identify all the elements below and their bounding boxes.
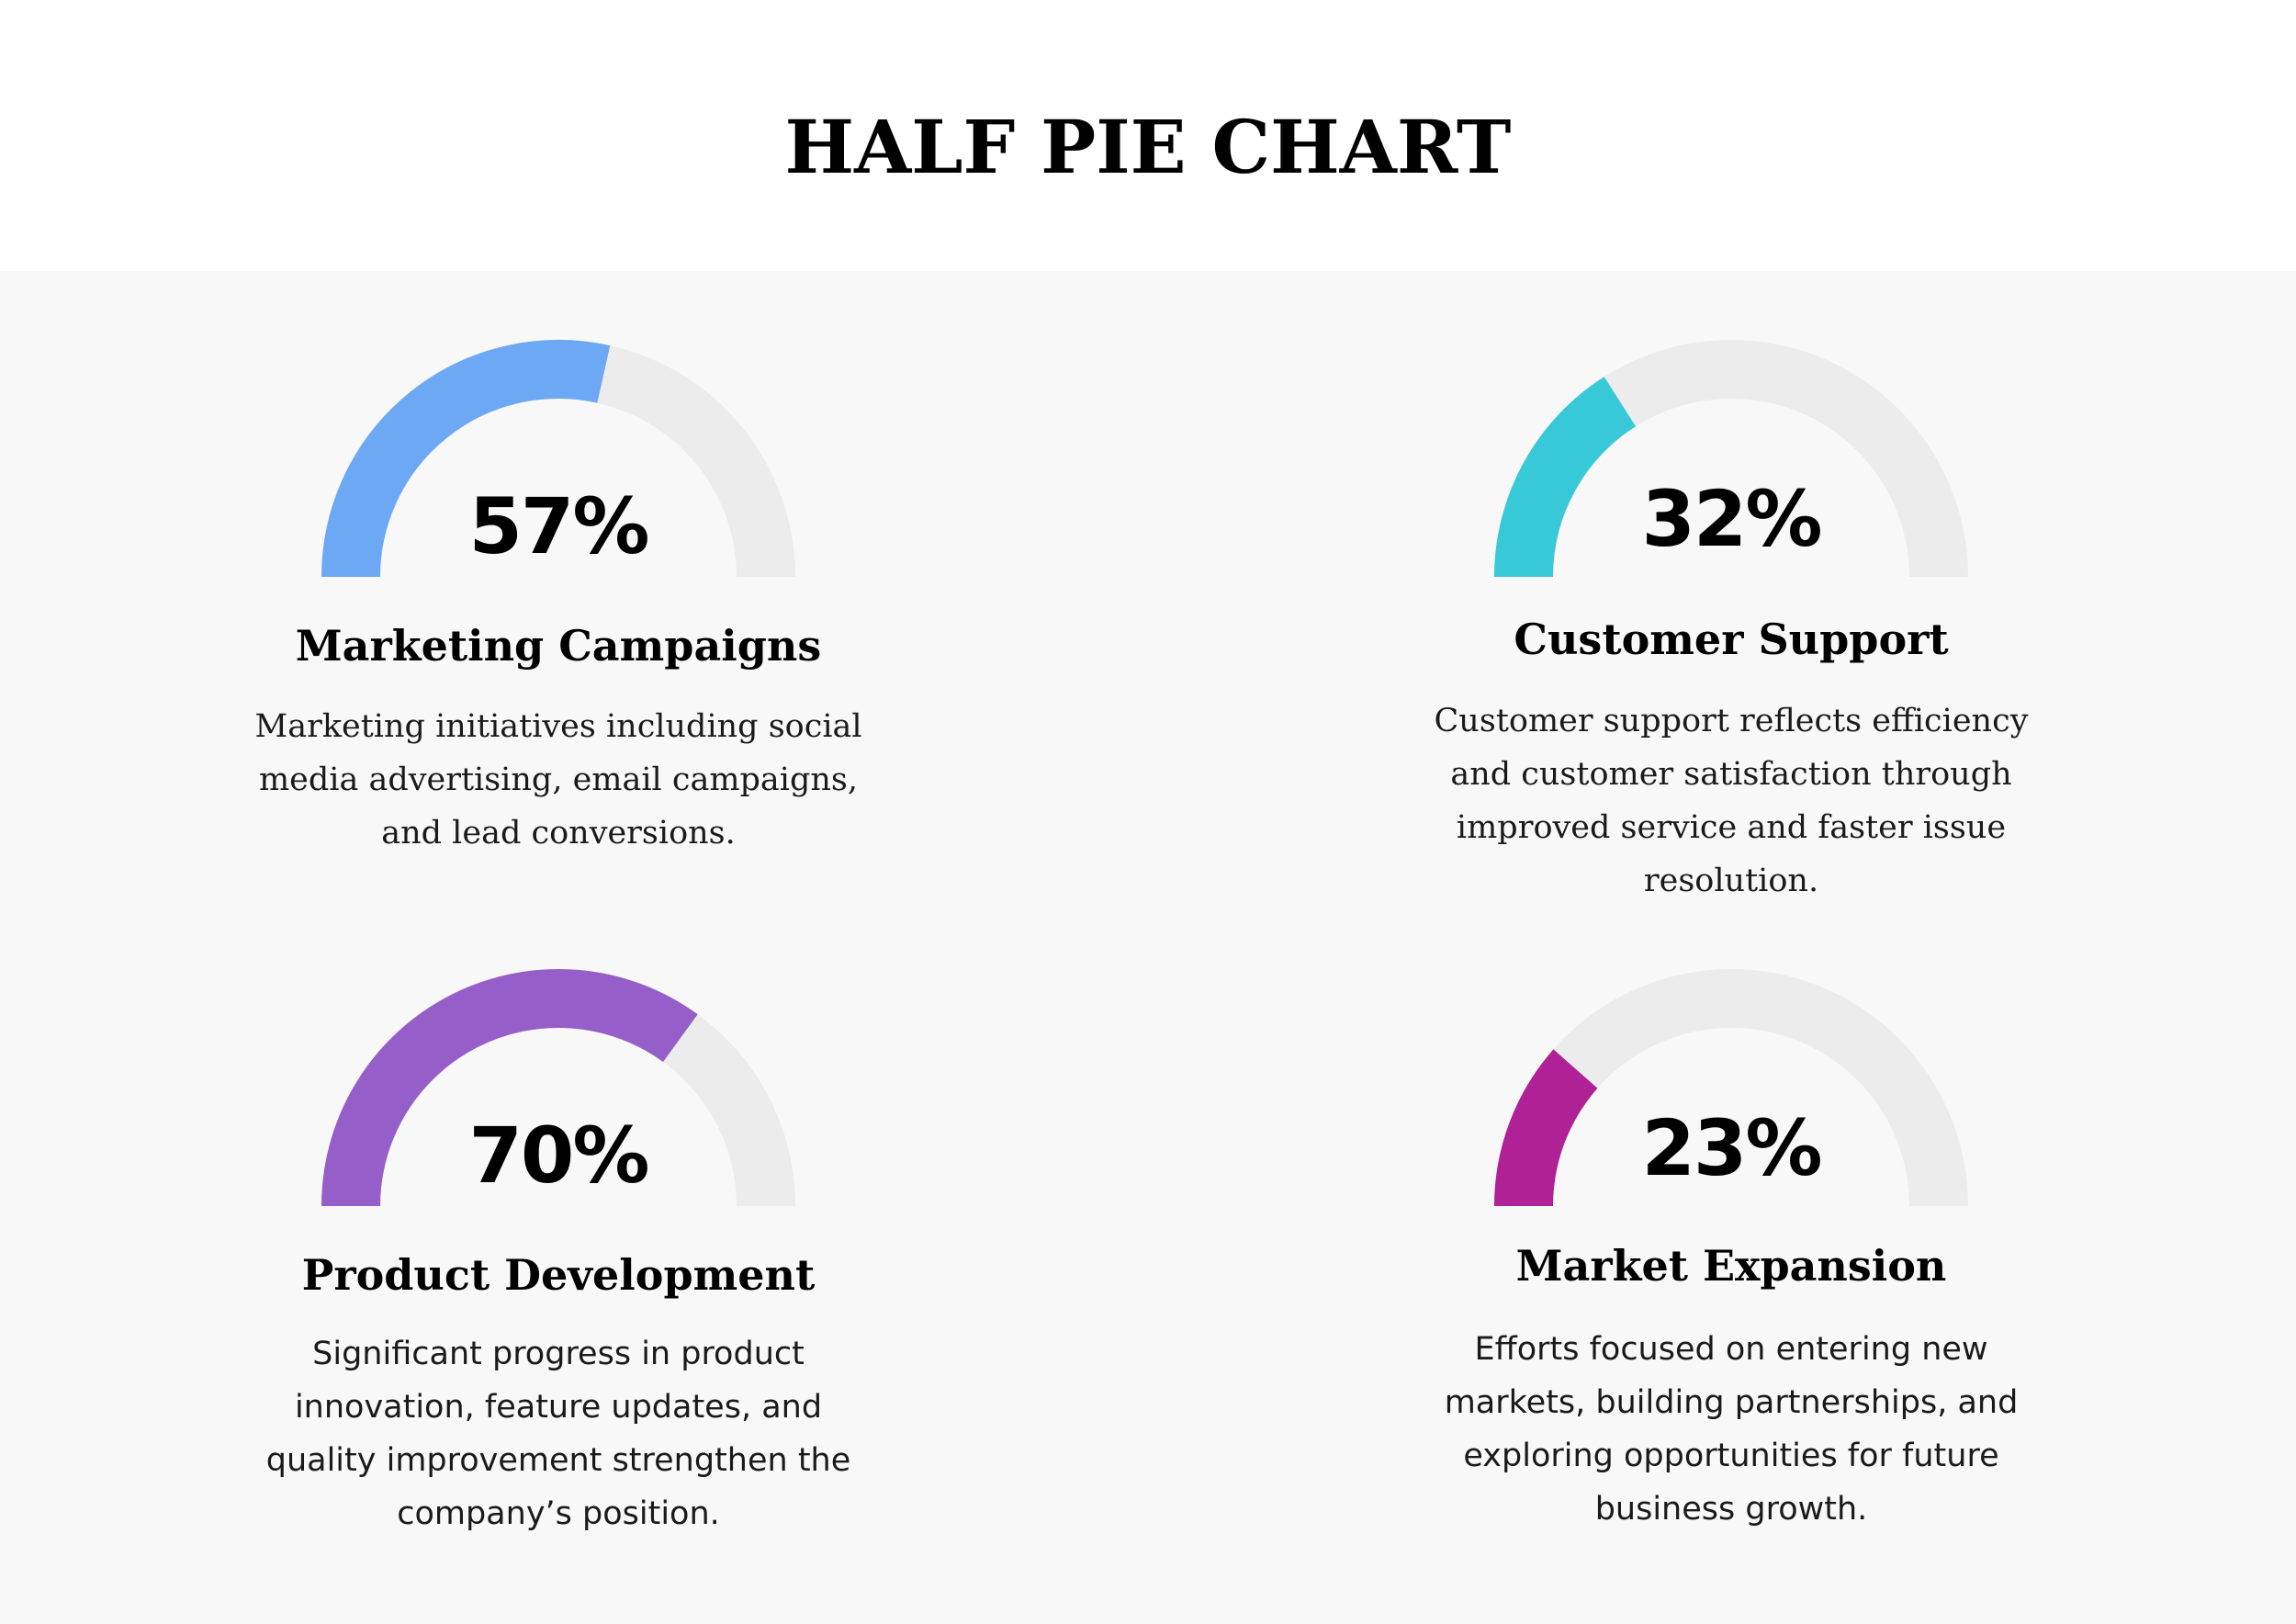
gauge-fill-product-development — [321, 969, 698, 1207]
gauge-value-label: 57% — [468, 481, 649, 571]
gauge-card-customer-support: 32% Customer Support Customer support re… — [1318, 340, 2144, 928]
card-title: Product Development — [301, 1250, 816, 1300]
gauge-fill-market-expansion — [1494, 1049, 1598, 1207]
gauge-fill-marketing-campaigns — [321, 340, 611, 578]
gauge-value-label: 23% — [1641, 1103, 1822, 1193]
page-title: HALF PIE CHART — [784, 104, 1512, 190]
card-description: Efforts focused on entering new markets,… — [1444, 1331, 2019, 1528]
card-description: Customer support reflects efficiency and… — [1434, 703, 2029, 899]
card-description: Marketing initiatives including social m… — [254, 708, 862, 851]
card-title: Market Expansion — [1515, 1241, 1947, 1291]
card-description: Significant progress in product innovati… — [265, 1336, 851, 1532]
gauge-card-marketing-campaigns: 57% Marketing Campaigns Marketing initia… — [145, 340, 972, 928]
card-title: Marketing Campaigns — [295, 621, 822, 671]
gauge-card-product-development: 70% Product Development Significant prog… — [145, 969, 972, 1557]
gauge-chart — [1494, 969, 1968, 1207]
card-title: Customer Support — [1514, 615, 1949, 664]
gauge-value-label: 70% — [468, 1111, 649, 1201]
gauge-chart — [321, 969, 795, 1207]
gauge-chart — [321, 340, 795, 578]
gauge-value-label: 32% — [1641, 474, 1822, 564]
header: HALF PIE CHART — [0, 0, 2296, 271]
charts-panel: 57% Marketing Campaigns Marketing initia… — [0, 271, 2296, 1624]
gauge-chart — [1494, 340, 1968, 578]
gauge-fill-customer-support — [1494, 377, 1637, 578]
gauge-card-market-expansion: 23% Market Expansion Efforts focused on … — [1318, 969, 2144, 1557]
